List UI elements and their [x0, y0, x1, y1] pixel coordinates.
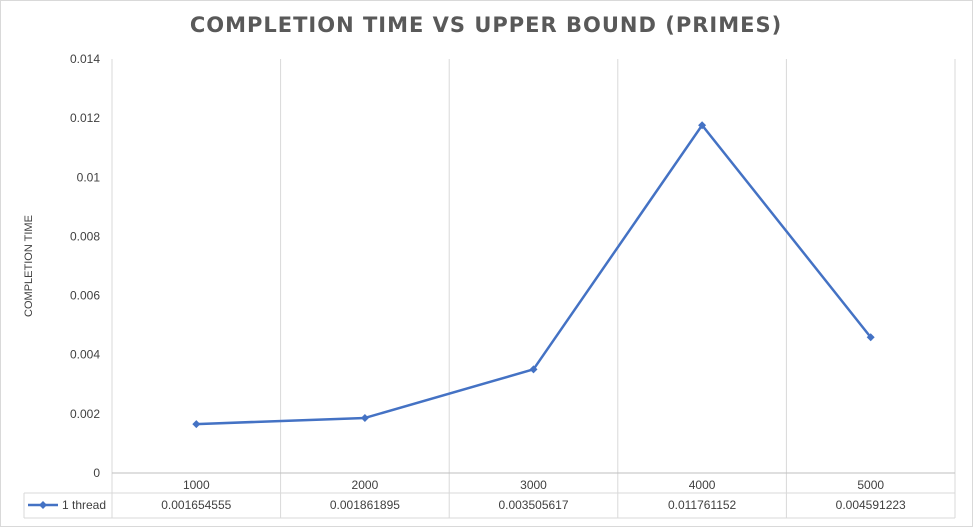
- x-tick-label: 3000: [520, 478, 547, 492]
- x-tick-label: 4000: [689, 478, 716, 492]
- data-table-value: 0.003505617: [498, 498, 568, 512]
- data-table-value: 0.011761152: [668, 498, 737, 512]
- y-tick-label: 0.01: [77, 170, 101, 184]
- x-tick-label: 5000: [857, 478, 884, 492]
- x-tick-label: 1000: [183, 478, 210, 492]
- y-axis-label: COMPLETION TIME: [23, 215, 35, 317]
- y-tick-label: 0.004: [70, 348, 100, 362]
- y-tick-label: 0.012: [70, 111, 100, 125]
- data-point: [192, 420, 201, 429]
- data-table-value: 0.001654555: [161, 498, 231, 512]
- data-point: [529, 365, 538, 374]
- x-tick-label: 2000: [352, 478, 379, 492]
- chart-title: COMPLETION TIME VS UPPER BOUND (PRIMES): [190, 13, 782, 37]
- y-tick-label: 0.002: [70, 407, 100, 421]
- data-table-value: 0.004591223: [836, 498, 906, 512]
- legend-marker: [39, 501, 47, 509]
- data-point: [866, 333, 875, 342]
- data-point: [698, 121, 707, 130]
- data-table-value: 0.001861895: [330, 498, 400, 512]
- y-tick-label: 0: [93, 466, 100, 480]
- y-tick-label: 0.014: [70, 52, 100, 66]
- y-tick-label: 0.006: [70, 289, 100, 303]
- data-point: [360, 413, 369, 422]
- y-tick-label: 0.008: [70, 229, 100, 243]
- plot-area: 0 0.002 0.004 0.006 0.008 0.01 0.012 0.014 1000 2…: [23, 52, 956, 519]
- legend-label: 1 thread: [62, 498, 106, 512]
